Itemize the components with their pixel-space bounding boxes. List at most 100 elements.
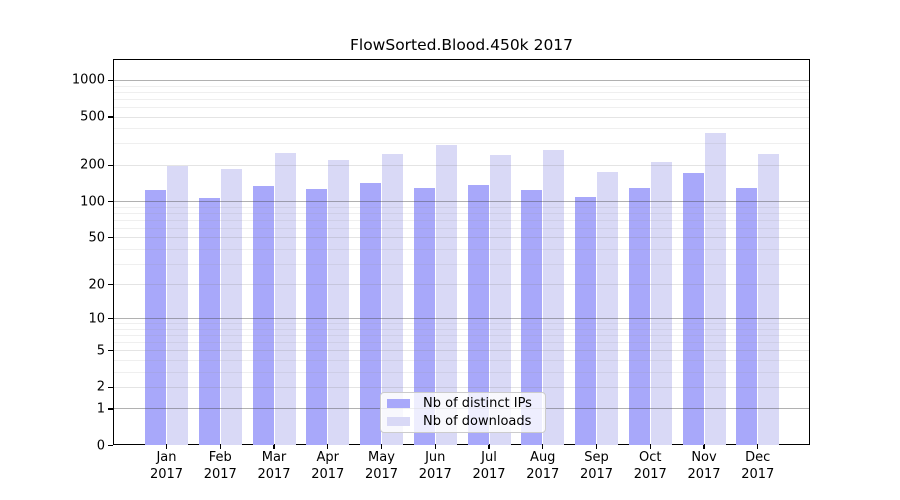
x-tick-label-line: 2017: [633, 466, 667, 482]
x-tick-label-line: Aug: [530, 450, 556, 465]
bar-nb-of-distinct-ips-sep-2017: [575, 196, 596, 446]
bar-nb-of-distinct-ips-may-2017: [360, 182, 381, 446]
x-tick-label-jan-2017: Jan 2017: [150, 450, 183, 483]
y-tick-5: [108, 350, 113, 352]
legend-color-swatch: [387, 398, 410, 409]
plot-area: 0 1 2 5 10 20 50 100 200 500 1000 Jan 2017 Feb 2017 Ma…: [72, 59, 810, 482]
x-tick-label-line: 2017: [526, 466, 560, 482]
x-tick-label-line: 2017: [579, 466, 614, 482]
x-tick-sep-2017: [595, 444, 598, 449]
y-tick-label-100: 100: [80, 194, 105, 210]
x-tick-label-line: Jun: [425, 450, 446, 465]
gridline-30: [114, 263, 809, 265]
bar-nb-of-downloads-dec-2017: [758, 154, 780, 446]
gridline-2: [114, 386, 809, 388]
gridline-500: [114, 116, 809, 118]
bar-nb-of-downloads-mar-2017: [274, 153, 296, 446]
bar-nb-of-distinct-ips-jun-2017: [413, 187, 435, 446]
y-tick-20: [108, 284, 113, 286]
x-tick-label-line: 2017: [741, 466, 775, 482]
chart-title: FlowSorted.Blood.450k 2017: [349, 36, 574, 54]
x-tick-label-line: Sep: [584, 450, 609, 465]
x-tick-label-line: Oct: [639, 450, 662, 465]
gridline-80: [114, 212, 809, 214]
gridline-8: [114, 328, 809, 330]
x-tick-label-feb-2017: Feb 2017: [204, 450, 237, 483]
y-tick-label-10: 10: [88, 311, 105, 327]
x-tick-label-line: Apr: [316, 450, 340, 465]
x-tick-label-jun-2017: Jun 2017: [419, 450, 452, 483]
bar-nb-of-downloads-feb-2017: [220, 168, 242, 446]
bar-nb-of-distinct-ips-nov-2017: [682, 172, 704, 446]
y-tick-10: [108, 318, 113, 320]
x-tick-label-line: Feb: [208, 450, 232, 465]
x-tick-label-line: 2017: [687, 466, 721, 482]
bar-nb-of-distinct-ips-oct-2017: [628, 187, 650, 446]
gridline-40: [114, 248, 809, 250]
gridline-6: [114, 342, 809, 344]
bar-nb-of-distinct-ips-aug-2017: [521, 189, 543, 446]
gridline-10: [114, 318, 809, 320]
gridline-7: [114, 335, 809, 337]
gridline-4: [114, 359, 809, 361]
bar-nb-of-downloads-jun-2017: [435, 144, 457, 446]
legend-label: Nb of distinct IPs: [423, 396, 532, 411]
bar-nb-of-distinct-ips-jan-2017: [145, 190, 166, 446]
gridline-300: [114, 143, 809, 145]
bar-nb-of-downloads-apr-2017: [328, 160, 350, 446]
gridline-3: [114, 371, 809, 373]
bar-nb-of-downloads-nov-2017: [704, 133, 726, 446]
y-tick-label-5: 5: [96, 343, 105, 359]
bar-nb-of-distinct-ips-apr-2017: [306, 188, 328, 446]
bar-nb-of-downloads-may-2017: [382, 153, 403, 446]
x-tick-label-dec-2017: Dec 2017: [741, 450, 774, 483]
legend-item: Nb of downloads: [387, 414, 539, 429]
gridline-900: [114, 85, 809, 87]
legend: Nb of distinct IPs Nb of downloads: [380, 392, 546, 433]
gridline-1000: [114, 79, 809, 81]
x-tick-label-line: Nov: [691, 450, 717, 465]
bar-nb-of-distinct-ips-feb-2017: [198, 197, 220, 446]
gridline-700: [114, 98, 809, 100]
x-tick-label-mar-2017: Mar 2017: [257, 450, 290, 483]
x-tick-label-line: 2017: [364, 466, 399, 482]
x-tick-jun-2017: [434, 444, 436, 449]
x-tick-label-line: 2017: [311, 466, 345, 482]
y-tick-1: [108, 408, 113, 410]
x-tick-label-line: 2017: [203, 466, 237, 482]
bar-nb-of-downloads-oct-2017: [650, 162, 672, 446]
x-tick-label-line: Jul: [481, 450, 497, 465]
y-tick-label-0: 0: [96, 438, 105, 453]
y-tick-0: [108, 444, 113, 447]
legend-label: Nb of downloads: [423, 414, 532, 429]
y-tick-label-500: 500: [80, 109, 105, 125]
y-tick-2: [108, 386, 113, 389]
gridline-60: [114, 227, 809, 229]
x-tick-label-line: 2017: [149, 466, 184, 482]
y-tick-label-1000: 1000: [71, 72, 105, 88]
bar-nb-of-downloads-jan-2017: [167, 166, 188, 446]
y-tick-500: [108, 116, 113, 118]
x-tick-dec-2017: [757, 444, 759, 449]
gridline-800: [114, 91, 809, 93]
gridline-400: [114, 128, 809, 130]
x-tick-label-apr-2017: Apr 2017: [311, 450, 344, 483]
y-tick-label-200: 200: [80, 157, 105, 173]
gridline-100: [114, 201, 809, 203]
bar-nb-of-distinct-ips-mar-2017: [252, 185, 274, 446]
x-tick-aug-2017: [542, 444, 544, 449]
x-tick-mar-2017: [273, 444, 275, 449]
gridline-20: [114, 284, 809, 286]
bar-nb-of-distinct-ips-dec-2017: [736, 187, 758, 446]
x-tick-may-2017: [380, 444, 383, 449]
gridline-9: [114, 323, 809, 325]
x-tick-label-line: 2017: [472, 466, 506, 482]
bar-nb-of-distinct-ips-jul-2017: [467, 185, 489, 446]
legend-item: Nb of distinct IPs: [387, 396, 539, 411]
x-tick-oct-2017: [649, 444, 651, 449]
x-tick-label-aug-2017: Aug 2017: [526, 450, 559, 483]
gridline-50: [114, 237, 809, 239]
gridline-600: [114, 106, 809, 108]
x-tick-jan-2017: [165, 444, 168, 449]
